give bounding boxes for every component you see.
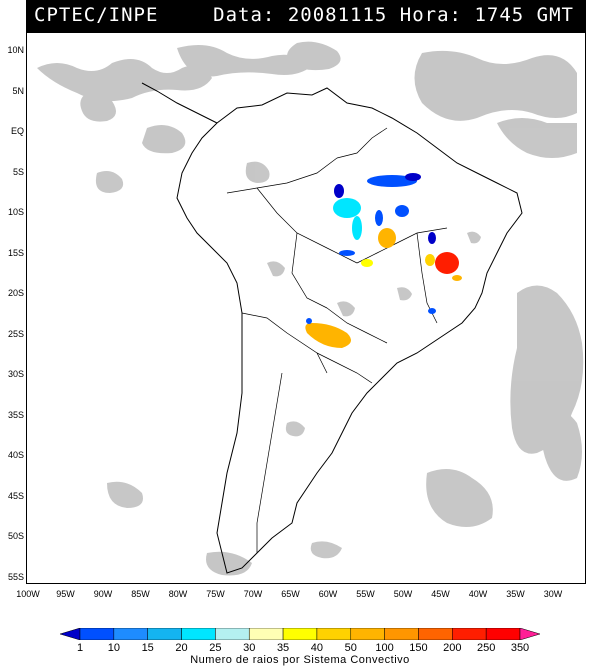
system-blue-mid — [375, 210, 383, 226]
coastline — [141, 82, 523, 574]
lat-tick-label: 35S — [7, 409, 24, 420]
legend-swatch — [350, 628, 385, 640]
date-time-title: Data: 20081115 Hora: 1745 GMT — [213, 4, 574, 26]
legend-value: 35 — [276, 642, 290, 654]
lon-tick-label: 75W — [206, 589, 225, 599]
lon-tick-label: 95W — [56, 589, 75, 599]
legend-value: 350 — [510, 642, 530, 654]
map-frame — [26, 32, 586, 584]
lon-tick-label: 50W — [393, 589, 413, 599]
time-value: 1745 — [474, 4, 525, 26]
system-blue-southeast — [428, 308, 436, 314]
lon-tick-label: 40W — [468, 589, 488, 599]
legend-colorbar — [60, 628, 540, 640]
lon-tick-label: 60W — [318, 589, 338, 599]
lat-tick-label: 55S — [7, 571, 24, 582]
legend-value: 40 — [310, 642, 324, 654]
system-red-east — [435, 252, 459, 274]
lat-tick-label: 5N — [12, 85, 24, 96]
lat-tick-label: 30S — [7, 369, 24, 379]
lon-tick-label: 45W — [431, 589, 450, 599]
legend-swatch — [113, 628, 148, 640]
legend-arrow-left — [60, 628, 81, 640]
system-darkblue-east — [428, 232, 436, 244]
system-cyan-west — [333, 198, 361, 218]
legend-value: 25 — [209, 642, 222, 654]
lat-tick-label: EQ — [10, 126, 24, 136]
system-orange-east — [452, 275, 462, 281]
lon-tick-label: 30W — [543, 589, 563, 599]
country-borders — [226, 127, 448, 553]
cloud-cover — [37, 41, 584, 576]
lat-tick-label: 20S — [7, 288, 24, 298]
lon-tick-label: 80W — [168, 589, 188, 599]
lat-tick-label: 5S — [12, 166, 24, 177]
lon-tick-label: 35W — [506, 589, 525, 599]
lon-tick-label: 55W — [356, 589, 375, 599]
system-orange-mid — [378, 228, 396, 248]
legend-swatch — [248, 628, 284, 640]
legend-swatch — [485, 628, 521, 640]
source-title: CPTEC/INPE — [34, 4, 159, 26]
lat-tick-label: 15S — [7, 247, 24, 258]
system-yellow-south — [361, 259, 373, 267]
legend-value: 30 — [243, 642, 256, 654]
system-blue-east — [395, 205, 409, 217]
lat-tick-label: 10N — [7, 45, 24, 55]
system-blue-north — [367, 175, 417, 187]
legend-caption: Numero de raios por Sistema Convectivo — [190, 654, 410, 666]
system-blue-paraguay — [306, 318, 312, 324]
legend-swatch — [452, 628, 487, 640]
system-darkblue-north — [405, 173, 421, 181]
lat-tick-label: 45S — [7, 490, 24, 501]
system-blue-south — [339, 250, 355, 256]
south-america-map — [37, 41, 584, 576]
lon-tick-label: 70W — [243, 589, 263, 599]
legend-value: 150 — [409, 642, 428, 654]
legend-value: 20 — [175, 642, 188, 654]
legend-swatch — [215, 628, 250, 640]
time-label: Hora: — [399, 4, 462, 26]
legend-swatch — [384, 628, 419, 640]
legend-swatch — [316, 628, 352, 640]
lat-tick-label: 50S — [7, 531, 24, 541]
legend-swatch — [418, 628, 453, 640]
legend-swatch — [79, 628, 115, 640]
lat-tick-label: 40S — [7, 450, 24, 460]
lat-tick-label: 10S — [7, 207, 24, 217]
legend-value: 15 — [141, 642, 154, 654]
legend-value: 200 — [443, 642, 462, 654]
legend-value: 1 — [76, 642, 84, 654]
legend-swatch — [147, 628, 182, 640]
lat-tick-label: 25S — [7, 328, 24, 339]
date-label: Data: — [213, 4, 276, 26]
lon-tick-label: 90W — [93, 589, 113, 599]
legend-arrow-right — [519, 628, 540, 640]
system-darkblue-west — [334, 184, 344, 198]
system-yellow-east — [425, 254, 435, 266]
legend-swatch — [181, 628, 216, 640]
system-cyan-small — [352, 216, 362, 240]
title-bar: CPTEC/INPE Data: 20081115 Hora: 1745 GMT — [26, 0, 586, 32]
lon-tick-label: 65W — [281, 589, 300, 599]
lon-tick-label: 100W — [16, 589, 40, 599]
time-unit: GMT — [536, 4, 574, 26]
date-value: 20081115 — [287, 4, 388, 26]
legend-value: 250 — [476, 642, 496, 654]
system-orange-paraguay — [305, 323, 351, 348]
legend-value: 50 — [344, 642, 357, 654]
lon-tick-label: 85W — [131, 589, 150, 599]
convective-systems — [305, 173, 462, 348]
legend-swatch — [282, 628, 318, 640]
legend-value: 10 — [107, 642, 120, 654]
legend-value: 100 — [375, 642, 394, 654]
